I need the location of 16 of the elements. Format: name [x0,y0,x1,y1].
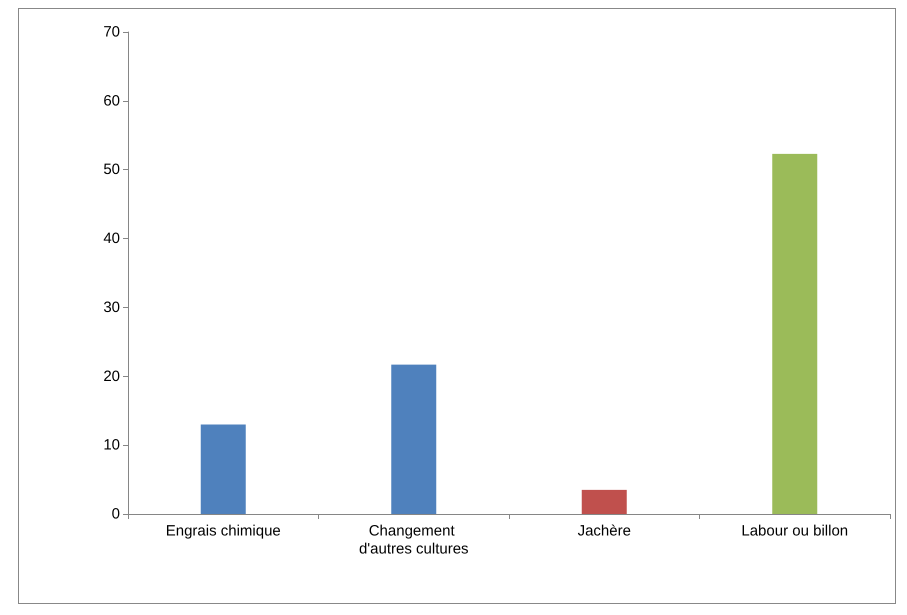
bar [391,364,436,514]
bar [772,154,818,514]
y-tick-label: 20 [103,368,120,385]
y-tick-label: 0 [112,506,120,522]
y-tick-label: 50 [103,161,120,178]
y-tick-label: 60 [103,92,120,110]
y-tick-label: 10 [103,436,120,454]
x-tick-label: Labour ou billon [741,522,848,540]
x-tick-label: Engrais chimique [166,522,281,540]
y-tick-label: 40 [103,230,120,248]
y-tick-label: 70 [103,24,120,40]
x-tick-label: Changement d'autres cultures [358,522,469,558]
bar [582,490,627,514]
x-tick-label: Jachère [578,522,631,540]
bar [200,424,246,514]
y-tick-label: 30 [103,298,120,316]
